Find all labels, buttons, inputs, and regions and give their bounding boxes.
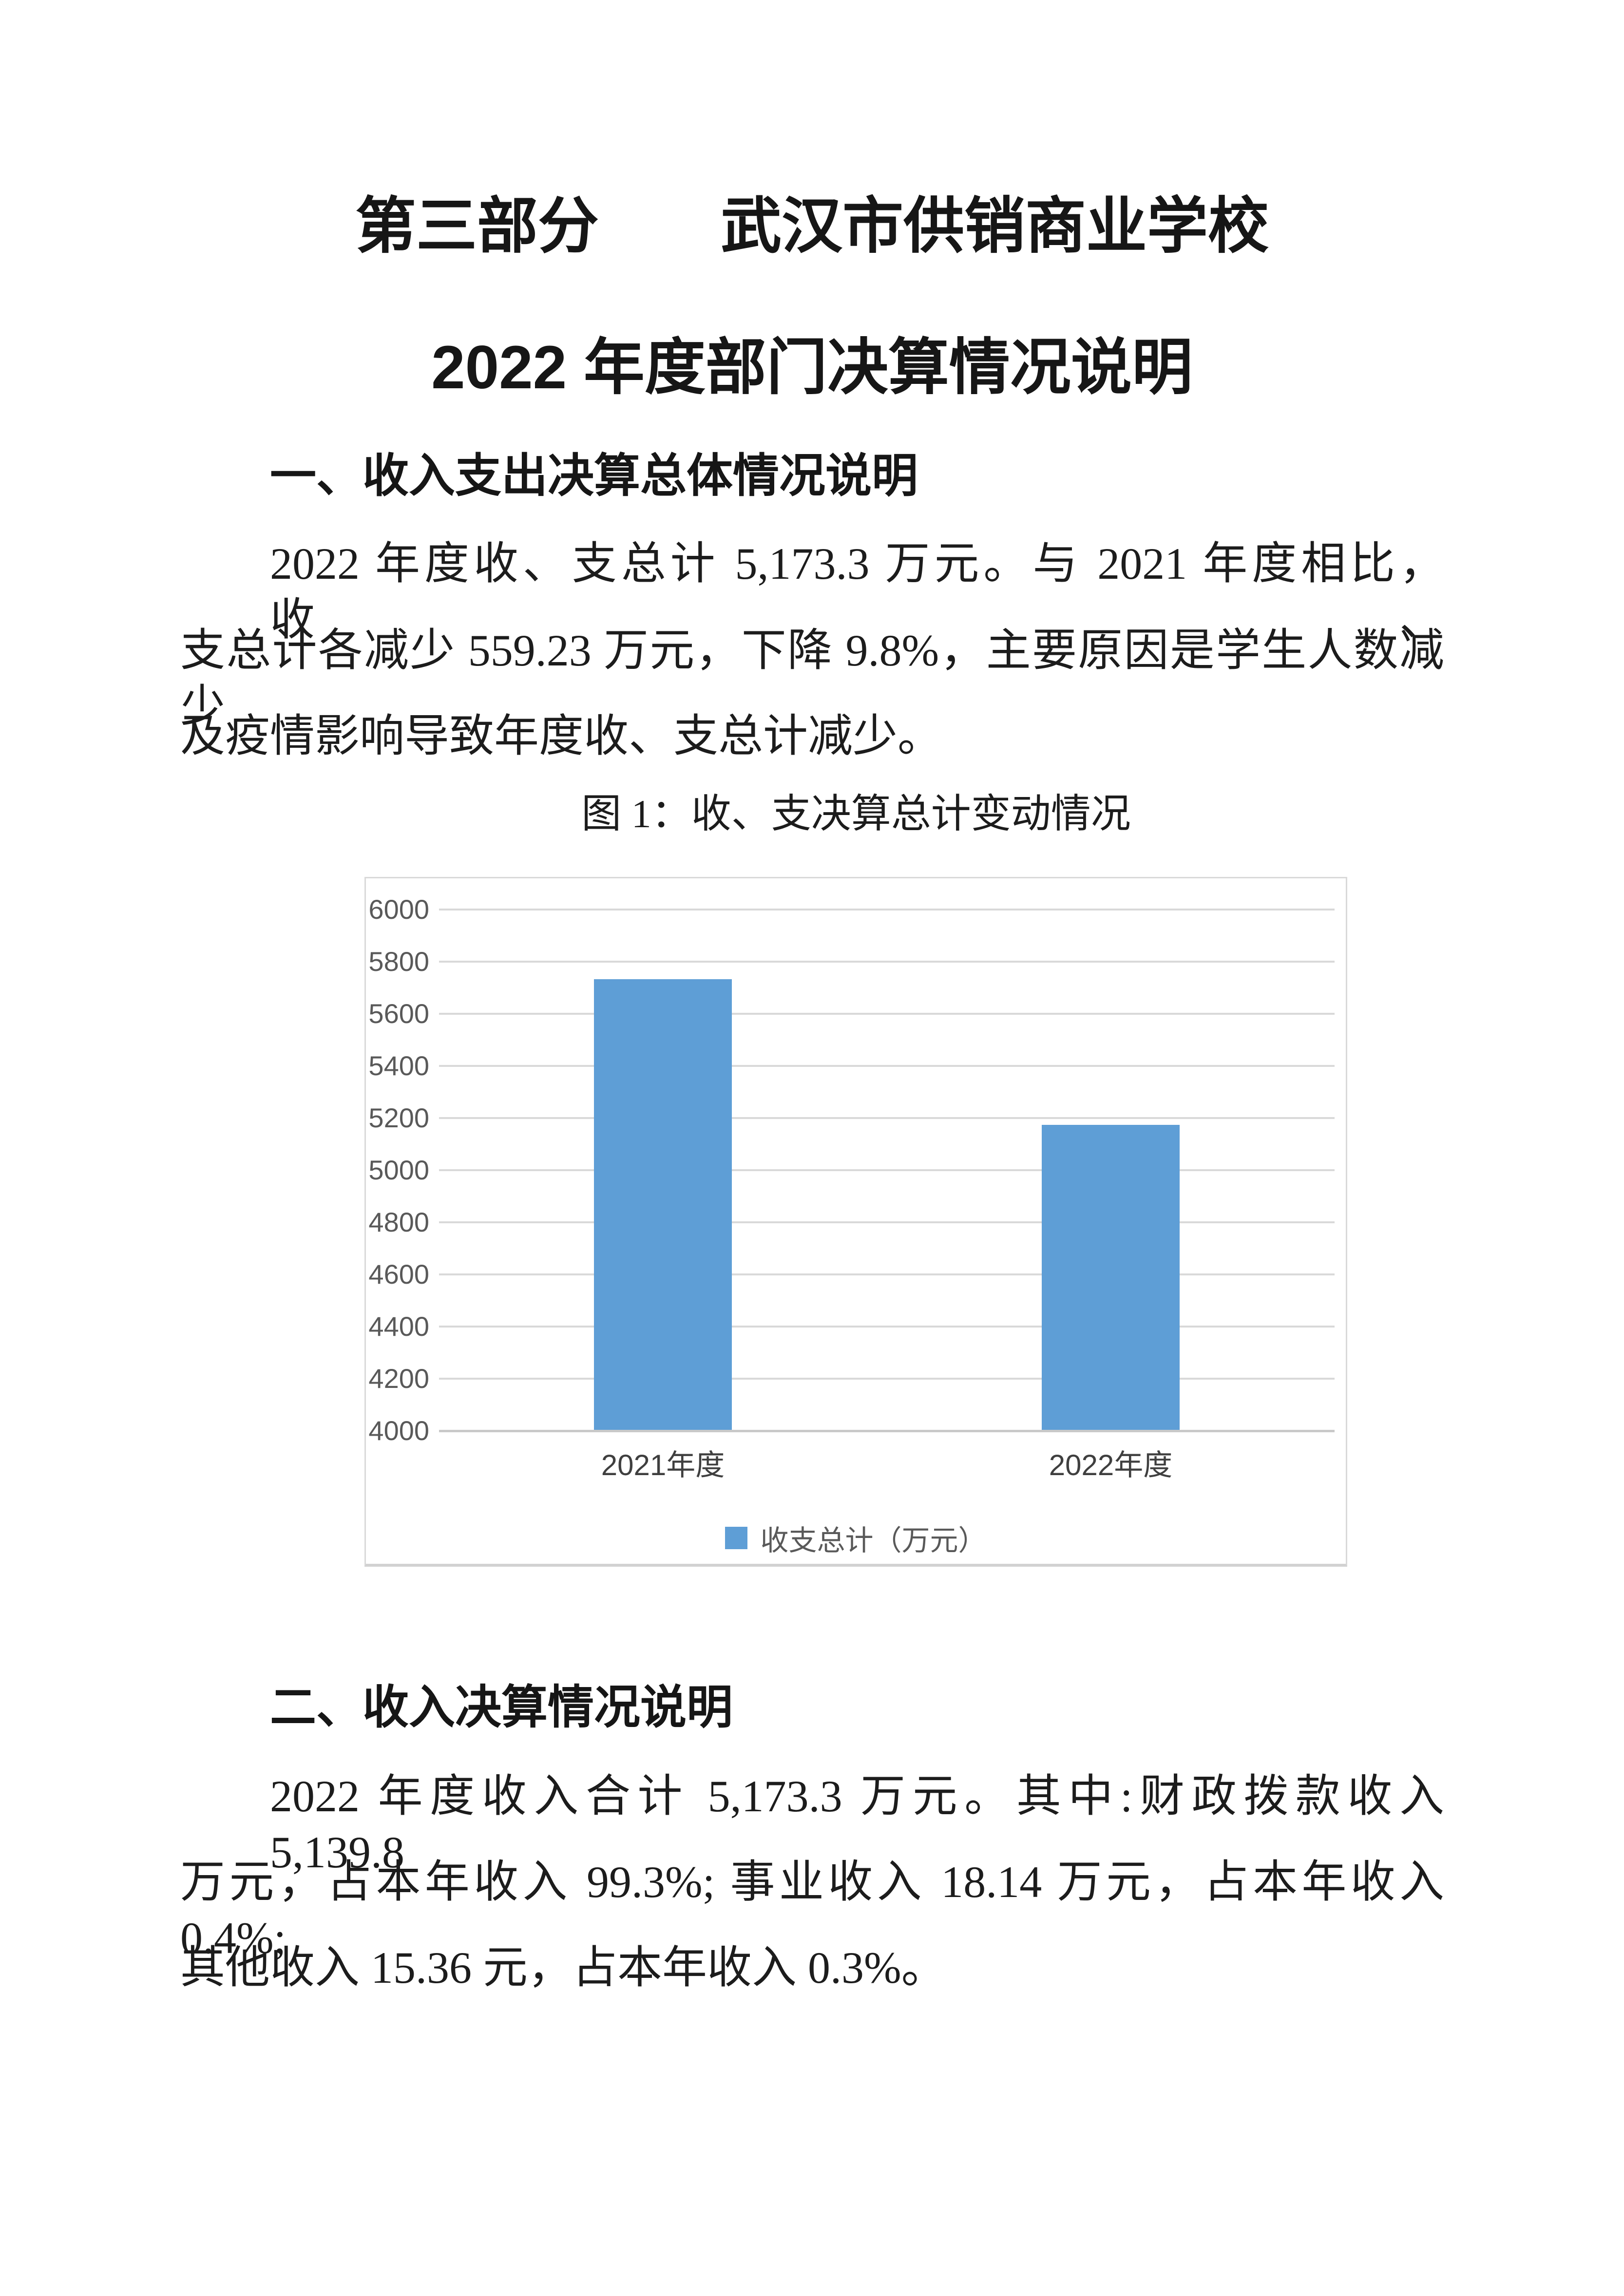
chart-legend: 收支总计（万元） (366, 1518, 1346, 1558)
gridline (439, 1221, 1335, 1223)
y-axis-tick-label: 4600 (368, 1259, 429, 1290)
chart-plot: 6000 5800 5600 5400 5200 5000 4800 4600 4400 4200… (366, 878, 1346, 1564)
gridline (439, 1273, 1335, 1275)
y-axis-tick-label: 5200 (368, 1102, 429, 1133)
legend-swatch-icon (725, 1527, 748, 1549)
section2-heading: 二、收入决算情况说明 (270, 1682, 733, 1733)
y-axis-tick-label: 5400 (368, 1050, 429, 1081)
gridline (439, 1326, 1335, 1328)
gridline (439, 1378, 1335, 1380)
gridline (439, 961, 1335, 963)
section2-paragraph-line2: 万元，占本年收入 99.3%; 事业收入 18.14 万元，占本年收入 0.4%… (180, 1857, 1444, 1963)
gridline (439, 1117, 1335, 1119)
x-axis-line (439, 1430, 1335, 1432)
figure1-caption: 图 1：收、支决算总计变动情况 (581, 792, 1131, 836)
y-axis-tick-label: 6000 (368, 894, 429, 925)
y-axis-tick-label: 4400 (368, 1311, 429, 1342)
figure1-bar-chart: 6000 5800 5600 5400 5200 5000 4800 4600 4400 4200… (364, 877, 1347, 1567)
document-title-line2: 2022 年度部门决算情况说明 (431, 334, 1193, 401)
section2-paragraph-line3: 其他收入 15.36 元，占本年收入 0.3%。 (180, 1943, 946, 1992)
gridline (439, 1065, 1335, 1067)
x-axis-category-label: 2022年度 (1049, 1449, 1173, 1481)
gridline (439, 909, 1335, 911)
document-title-line1: 第三部分 武汉市供销商业学校 (355, 192, 1269, 260)
section1-paragraph-line2: 支总计各减少 559.23 万元，下降 9.8%，主要原因是学生人数减少 (180, 626, 1444, 731)
bar-2022年度 (1042, 1125, 1180, 1431)
legend-series-label: 收支总计（万元） (760, 1525, 987, 1556)
section1-heading: 一、收入支出决算总体情况说明 (270, 450, 918, 502)
section1-paragraph-line3: 及疫情影响导致年度收、支总计减少。 (180, 711, 943, 761)
section2-paragraph-line1: 2022 年度收入合计 5,173.3 万元。其中:财政拨款收入 5,139.8 (270, 1771, 1444, 1877)
bar-2021年度 (594, 979, 732, 1431)
y-axis-tick-label: 5000 (368, 1155, 429, 1185)
gridline (439, 1013, 1335, 1015)
y-axis-tick-label: 5600 (368, 998, 429, 1029)
section1-paragraph-line1: 2022 年度收、支总计 5,173.3 万元。与 2021 年度相比，收、 (270, 539, 1444, 645)
y-axis-tick-label: 4800 (368, 1207, 429, 1237)
gridline (439, 1169, 1335, 1171)
y-axis-tick-label: 4000 (368, 1415, 429, 1446)
y-axis-tick-label: 5800 (368, 946, 429, 977)
x-axis-category-label: 2021年度 (601, 1449, 725, 1481)
y-axis-tick-label: 4200 (368, 1363, 429, 1394)
